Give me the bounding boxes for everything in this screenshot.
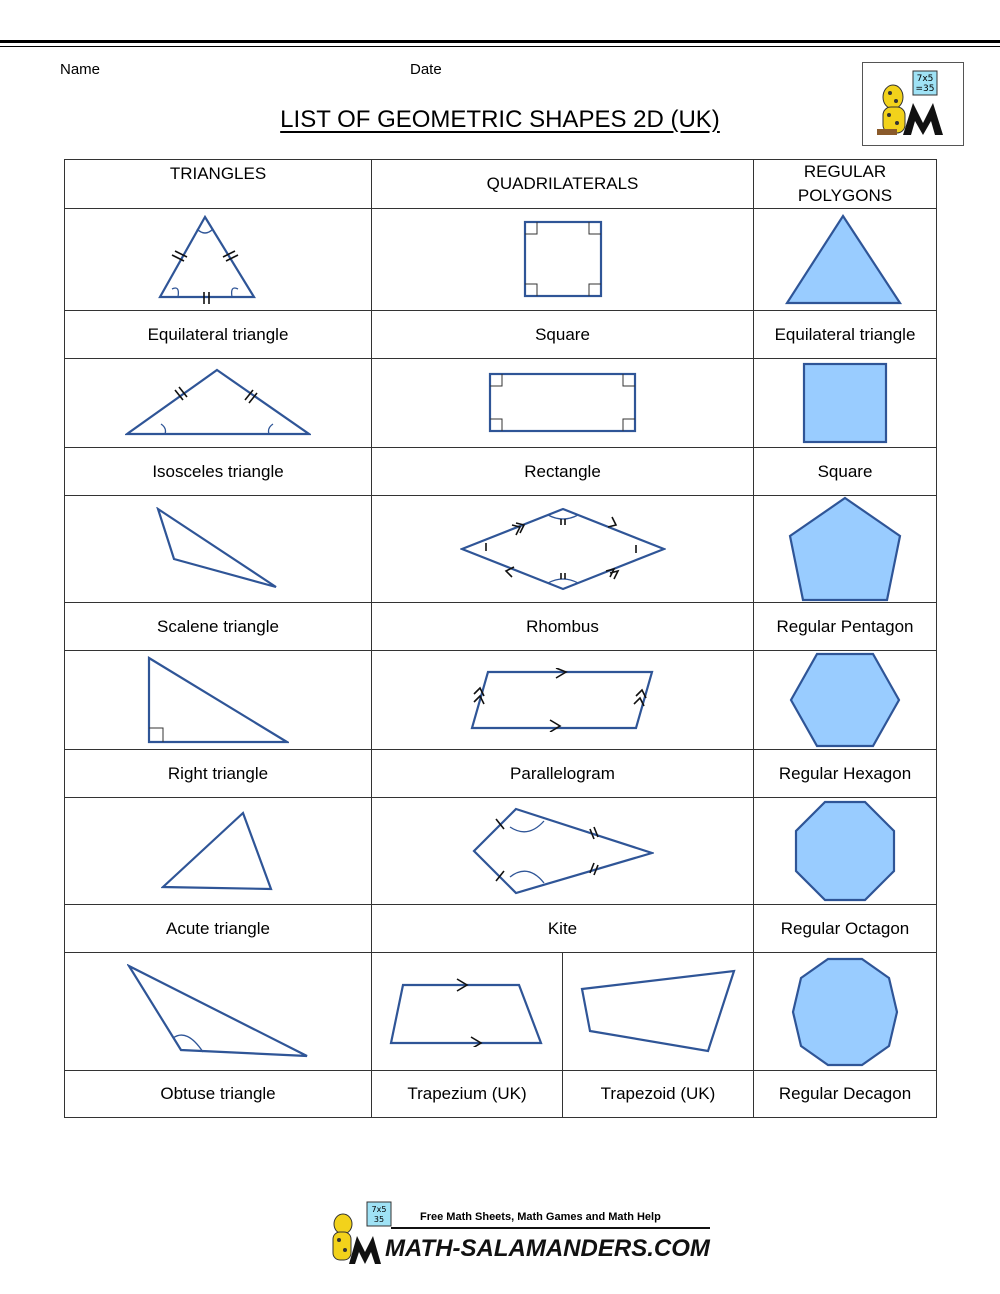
footer-site: MATH-SALAMANDERS.COM — [385, 1235, 711, 1262]
regular-decagon-label: Regular Decagon — [753, 1070, 937, 1118]
scalene-triangle-label: Scalene triangle — [64, 602, 372, 651]
parallelogram-shape — [371, 650, 754, 750]
page-title: LIST OF GEOMETRIC SHAPES 2D (UK) — [280, 106, 720, 133]
acute-triangle-label: Acute triangle — [64, 904, 372, 953]
isosceles-triangle-shape — [64, 358, 372, 448]
rectangle-label: Rectangle — [371, 447, 754, 496]
equilateral-triangle-label: Equilateral triangle — [64, 310, 372, 359]
trapezoid-shape — [562, 952, 754, 1071]
obtuse-triangle-shape — [64, 952, 372, 1071]
footer-badge-line1: 7x5 — [372, 1205, 387, 1214]
salamander-logo: 7x5 =35 — [862, 62, 964, 146]
regular-octagon-shape — [753, 797, 937, 905]
footer-badge-line2: 35 — [374, 1215, 384, 1224]
obtuse-triangle-label: Obtuse triangle — [64, 1070, 372, 1118]
equilateral-triangle-shape — [64, 208, 372, 311]
rhombus-shape — [371, 495, 754, 603]
header-triangles: TRIANGLES — [64, 159, 372, 209]
regular-triangle-shape — [753, 208, 937, 311]
isosceles-triangle-label: Isosceles triangle — [64, 447, 372, 496]
regular-square-shape — [753, 358, 937, 448]
scalene-triangle-shape — [64, 495, 372, 603]
svg-text:=35: =35 — [916, 84, 935, 94]
regular-pentagon-label: Regular Pentagon — [753, 602, 937, 651]
regular-hexagon-label: Regular Hexagon — [753, 749, 937, 798]
top-rule — [0, 40, 1000, 43]
regular-pentagon-shape — [753, 495, 937, 603]
shapes-table: TRIANGLES QUADRILATERALS REGULAR POLYGON… — [64, 159, 937, 1118]
logo-icon: 7x5 =35 — [877, 70, 943, 135]
svg-text:7x5: 7x5 — [917, 74, 934, 84]
square-label: Square — [371, 310, 754, 359]
top-rule-thin — [0, 46, 1000, 47]
footer-logo: 7x5 35 Free Math Sheets, Math Games and … — [325, 1200, 715, 1270]
acute-triangle-shape — [64, 797, 372, 905]
kite-label: Kite — [371, 904, 754, 953]
right-triangle-label: Right triangle — [64, 749, 372, 798]
header-regular-polygons: REGULAR POLYGONS — [753, 159, 937, 209]
rectangle-shape — [371, 358, 754, 448]
regular-decagon-shape — [753, 952, 937, 1071]
parallelogram-label: Parallelogram — [371, 749, 754, 798]
header-quadrilaterals: QUADRILATERALS — [371, 159, 754, 209]
right-triangle-shape — [64, 650, 372, 750]
trapezium-shape — [371, 952, 563, 1071]
footer-tagline: Free Math Sheets, Math Games and Math He… — [420, 1211, 661, 1223]
regular-triangle-label: Equilateral triangle — [753, 310, 937, 359]
square-shape — [371, 208, 754, 311]
name-label: Name — [60, 61, 101, 78]
trapezium-label: Trapezium (UK) — [371, 1070, 563, 1118]
regular-square-label: Square — [753, 447, 937, 496]
rhombus-label: Rhombus — [371, 602, 754, 651]
date-label: Date — [410, 61, 442, 78]
regular-hexagon-shape — [753, 650, 937, 750]
regular-octagon-label: Regular Octagon — [753, 904, 937, 953]
trapezoid-label: Trapezoid (UK) — [562, 1070, 754, 1118]
kite-shape — [371, 797, 754, 905]
